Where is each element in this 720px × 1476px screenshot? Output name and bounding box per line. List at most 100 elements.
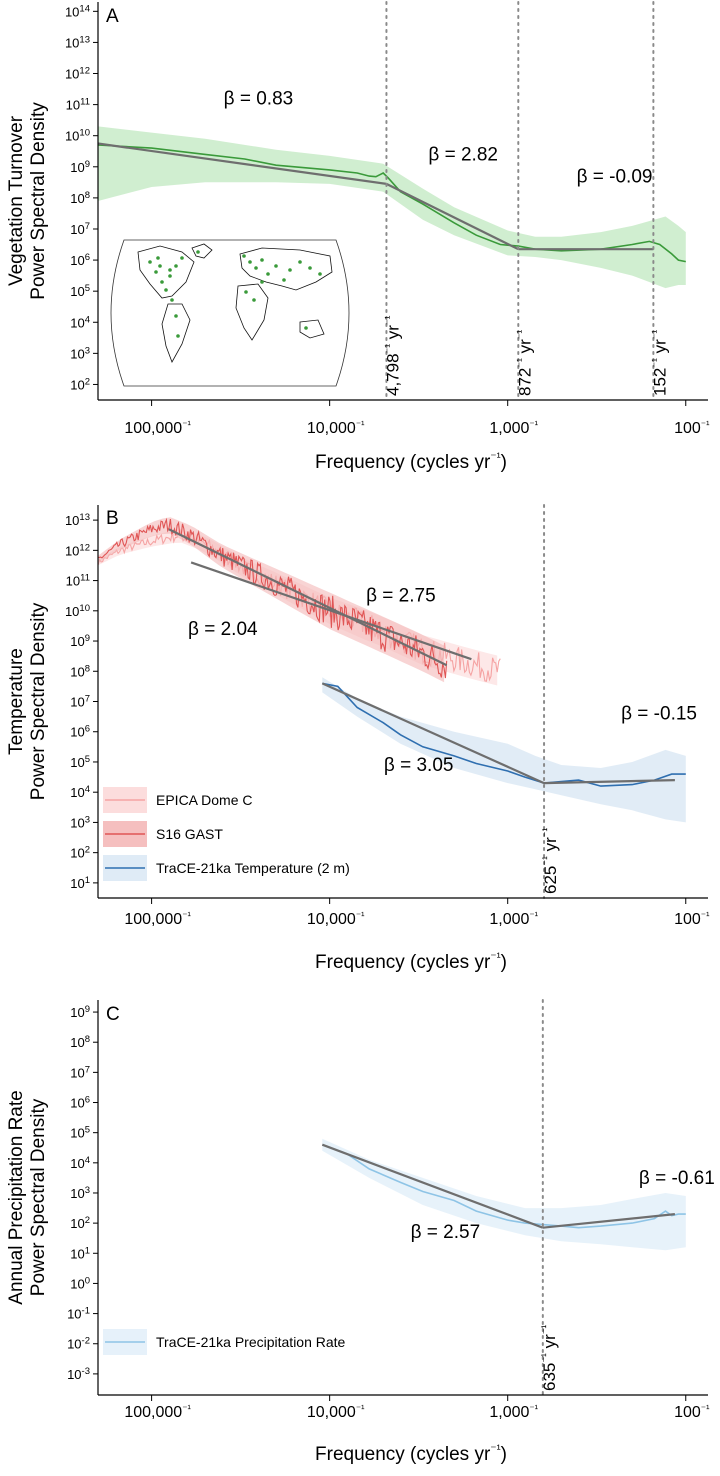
site-dot-19 — [252, 298, 256, 302]
y-tick-label: 109 — [70, 1004, 90, 1021]
series-a-0 — [97, 126, 686, 289]
beta-label-2: β = 3.05 — [384, 755, 454, 776]
cutoff-label-1: 872⁻¹ yr⁻¹ — [515, 329, 534, 396]
site-dot-8 — [170, 298, 174, 302]
site-dot-17 — [318, 272, 322, 276]
site-dot-7 — [164, 288, 168, 292]
beta-label-1: β = -0.61 — [639, 1168, 715, 1189]
y-tick-label: 106 — [70, 723, 90, 740]
y-tick-label: 107 — [70, 693, 90, 710]
x-tick-label: 100⁻¹ — [674, 911, 710, 929]
y-tick-label: 107 — [70, 1064, 90, 1081]
site-dot-16 — [308, 266, 312, 270]
land-1 — [161, 303, 191, 363]
fit-line-0 — [321, 1143, 544, 1229]
y-tick-label: 1013 — [65, 34, 90, 51]
site-dot-6 — [156, 256, 160, 260]
y-tick-label: 101 — [70, 1245, 90, 1262]
site-dot-11 — [260, 258, 264, 262]
land-5 — [191, 243, 213, 259]
site-dot-10 — [254, 266, 258, 270]
y-tick-label: 104 — [70, 784, 90, 801]
fit-line-0 — [97, 142, 387, 185]
legend: EPICA Dome C S16 GAST TraCE-21ka Temperatu… — [103, 787, 350, 881]
panel-c: 635⁻¹ yr⁻¹ β = 2.57 β = -0.61 10-3 10-2 10-1 1… — [6, 999, 715, 1465]
panel-a: 4,798⁻¹ yr⁻¹ 872⁻¹ yr⁻¹ 152⁻¹ yr⁻¹ β = 0.83… — [6, 1, 710, 473]
x-tick-label: 100,000⁻¹ — [124, 420, 191, 438]
x-tick-label: 1,000⁻¹ — [489, 1404, 538, 1422]
legend-label-1: S16 GAST — [156, 826, 223, 842]
spectrum-line — [322, 682, 686, 787]
y-tick-label: 106 — [70, 1094, 90, 1111]
y-axis-title-1: Power Spectral Density — [28, 602, 49, 800]
y-tick-label: 103 — [70, 345, 90, 362]
cutoff-label-0: 625⁻¹ yr⁻¹ — [541, 827, 560, 894]
x-tick-label: 1,000⁻¹ — [489, 911, 538, 929]
site-dot-3 — [168, 274, 172, 278]
y-tick-label: 104 — [70, 314, 90, 331]
cutoff-label-0: 635⁻¹ yr⁻¹ — [540, 1324, 559, 1391]
site-dot-23 — [242, 254, 246, 258]
y-tick-label: 10-3 — [67, 1365, 90, 1382]
y-tick-label: 1012 — [65, 65, 90, 82]
y-tick-label: 104 — [70, 1154, 90, 1171]
y-tick-label: 1014 — [65, 3, 90, 20]
confidence-band — [322, 1138, 686, 1251]
y-tick-label: 106 — [70, 252, 90, 269]
y-tick-label: 109 — [70, 633, 90, 650]
panel-letter: C — [106, 1004, 120, 1025]
beta-label-3: β = -0.15 — [621, 704, 697, 725]
beta-label-0: β = 2.75 — [366, 586, 436, 607]
site-dot-27 — [158, 264, 162, 268]
site-dot-0 — [148, 260, 152, 264]
panel-letter: A — [106, 6, 119, 27]
site-dot-9 — [248, 260, 252, 264]
x-tick-label: 10,000⁻¹ — [307, 420, 365, 438]
fit-line-3 — [543, 779, 675, 785]
y-axis-title-0: Annual Precipitation Rate — [6, 1090, 27, 1304]
x-axis-title: Frequency (cycles yr⁻¹) — [315, 450, 507, 473]
legend: TraCE-21ka Precipitation Rate — [103, 1329, 346, 1355]
site-dot-4 — [174, 264, 178, 268]
y-axis-title-1: Power Spectral Density — [28, 102, 49, 300]
x-axis-title: Frequency (cycles yr⁻¹) — [315, 950, 507, 973]
land-0 — [137, 245, 195, 299]
site-dot-18 — [244, 290, 248, 294]
cutoff-label-0: 4,798⁻¹ yr⁻¹ — [383, 315, 402, 396]
land-3 — [235, 283, 269, 341]
y-tick-label: 109 — [70, 158, 90, 175]
confidence-band — [98, 517, 445, 683]
y-tick-label: 102 — [70, 376, 90, 393]
site-dot-22 — [304, 326, 308, 330]
y-tick-label: 105 — [70, 1124, 90, 1141]
fit-line-0 — [168, 528, 448, 667]
site-dot-20 — [174, 314, 178, 318]
site-dot-15 — [298, 260, 302, 264]
site-dot-12 — [266, 272, 270, 276]
site-dot-13 — [274, 264, 278, 268]
site-dot-5 — [180, 256, 184, 260]
beta-label-2: β = -0.09 — [577, 166, 653, 187]
y-tick-label: 102 — [70, 1215, 90, 1232]
fit-line-1 — [190, 561, 472, 661]
y-tick-label: 10-1 — [67, 1305, 90, 1322]
y-tick-label: 1010 — [65, 127, 90, 144]
series-b-2 — [322, 677, 686, 823]
y-tick-label: 101 — [70, 874, 90, 891]
site-dot-28 — [196, 250, 200, 254]
y-tick-label: 1011 — [66, 572, 90, 589]
y-tick-label: 107 — [70, 220, 90, 237]
fit-line-1 — [542, 1213, 676, 1229]
x-tick-label: 10,000⁻¹ — [307, 1404, 365, 1422]
fit-line-2 — [321, 682, 545, 785]
confidence-band — [322, 677, 686, 823]
y-tick-label: 105 — [70, 753, 90, 770]
cutoff-label-2: 152⁻¹ yr⁻¹ — [650, 329, 669, 396]
x-tick-label: 100,000⁻¹ — [124, 911, 191, 929]
y-tick-label: 102 — [70, 844, 90, 861]
y-tick-label: 103 — [70, 1184, 90, 1201]
y-tick-label: 108 — [70, 663, 90, 680]
site-dot-14 — [288, 268, 292, 272]
beta-label-0: β = 0.83 — [224, 89, 294, 110]
